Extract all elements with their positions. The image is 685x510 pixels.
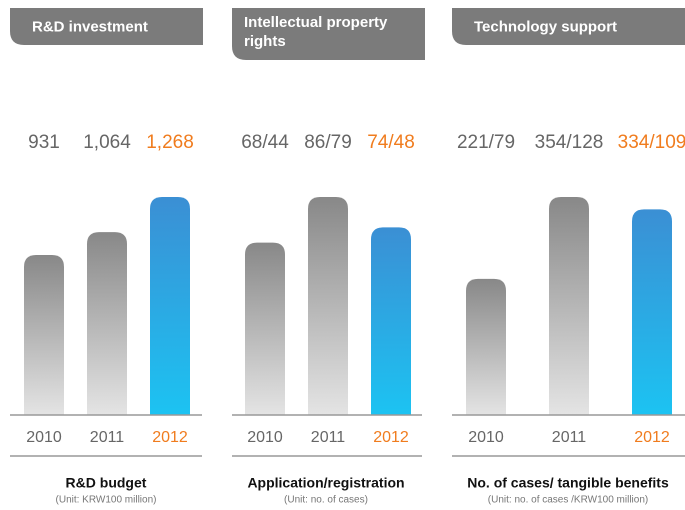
value-label: 354/128 bbox=[535, 132, 604, 153]
panel-title: Intellectual property bbox=[244, 14, 388, 31]
x-tick-label: 2012 bbox=[152, 429, 188, 446]
value-label: 86/79 bbox=[304, 132, 352, 153]
bar bbox=[308, 197, 348, 415]
x-tick-label: 2012 bbox=[634, 429, 670, 446]
bar bbox=[24, 254, 64, 415]
panel-title: rights bbox=[244, 33, 286, 50]
unit-note: (Unit: no. of cases /KRW100 million) bbox=[488, 495, 648, 506]
panel-title: R&D investment bbox=[32, 18, 148, 35]
caption: Application/registration bbox=[247, 475, 404, 491]
x-tick-label: 2011 bbox=[311, 429, 346, 446]
value-label: 334/109 bbox=[618, 132, 685, 153]
value-label: 221/79 bbox=[457, 132, 515, 153]
x-tick-label: 2010 bbox=[247, 429, 283, 446]
bar bbox=[466, 278, 506, 415]
bar bbox=[371, 227, 411, 415]
value-label: 931 bbox=[28, 132, 60, 153]
title-tab bbox=[10, 8, 203, 45]
x-tick-label: 2012 bbox=[373, 429, 409, 446]
x-tick-label: 2011 bbox=[552, 429, 587, 446]
bar bbox=[632, 209, 672, 415]
unit-note: (Unit: no. of cases) bbox=[284, 495, 368, 506]
x-tick-label: 2010 bbox=[468, 429, 504, 446]
title-tab bbox=[452, 8, 685, 45]
caption: R&D budget bbox=[66, 475, 147, 491]
value-label: 1,268 bbox=[146, 132, 194, 153]
title-tab bbox=[232, 8, 425, 60]
x-tick-label: 2011 bbox=[90, 429, 125, 446]
bar bbox=[245, 242, 285, 415]
x-tick-label: 2010 bbox=[26, 429, 62, 446]
bar bbox=[87, 232, 127, 415]
panel-title: Technology support bbox=[474, 18, 617, 35]
value-label: 1,064 bbox=[83, 132, 131, 153]
value-label: 68/44 bbox=[241, 132, 289, 153]
bar bbox=[549, 197, 589, 415]
value-label: 74/48 bbox=[367, 132, 415, 153]
unit-note: (Unit: KRW100 million) bbox=[56, 495, 157, 506]
caption: No. of cases/ tangible benefits bbox=[467, 475, 669, 491]
bar bbox=[150, 197, 190, 415]
